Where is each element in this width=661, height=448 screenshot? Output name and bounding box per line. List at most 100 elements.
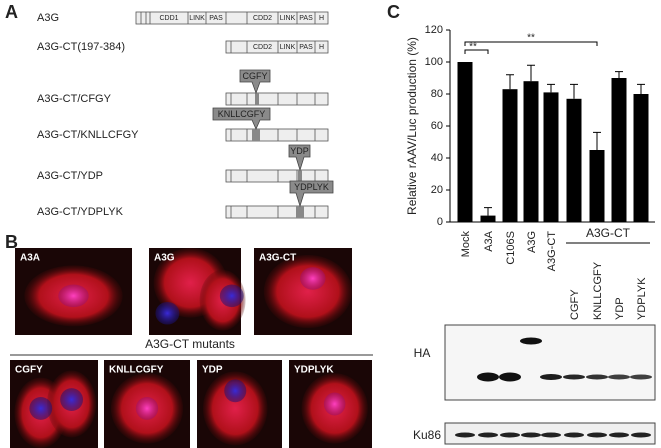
significance-label: **	[469, 42, 477, 53]
domain-label: LINK	[280, 15, 296, 22]
blot-band	[478, 432, 498, 438]
nucleus	[300, 267, 326, 290]
y-tick-label: 120	[425, 24, 443, 36]
domain-label: CDD1	[159, 15, 178, 22]
mutation-callout	[239, 69, 271, 95]
mutation-label: YDPLYK	[294, 182, 329, 192]
mutation-stripe	[255, 93, 259, 105]
error-bar	[484, 207, 492, 216]
lane-label: KNLLCGFY	[592, 261, 604, 320]
construct-name: A3G-CT/YDP	[37, 170, 103, 182]
blot-band	[520, 337, 542, 345]
blot-band	[455, 432, 475, 438]
blot-band	[586, 374, 608, 380]
mutation-stripe	[298, 170, 302, 182]
error-bar	[547, 83, 555, 93]
y-tick-label: 20	[431, 184, 443, 196]
construct-bar	[225, 40, 329, 54]
micrograph-label: YDPLYK	[294, 365, 334, 376]
micrograph-label: KNLLCGFY	[109, 365, 164, 376]
blot-band	[563, 374, 585, 380]
cell	[263, 254, 352, 329]
panel-label: B	[5, 232, 18, 252]
cell	[202, 371, 268, 446]
bar	[523, 81, 539, 222]
group-label: A3G-CT	[586, 226, 631, 240]
construct-bar	[225, 205, 329, 219]
panel-label: A	[5, 2, 18, 22]
x-tick-label: Mock	[460, 231, 472, 258]
bar	[611, 78, 627, 222]
nucleus	[323, 392, 346, 416]
micrograph-label: YDP	[202, 365, 223, 376]
y-tick-label: 60	[431, 120, 443, 132]
y-tick-label: 0	[437, 216, 443, 228]
domain-label: PAS	[299, 15, 313, 22]
lane-label: CGFY	[569, 289, 581, 320]
domain-label: CDD2	[253, 44, 272, 51]
blot-row-label: HA	[414, 346, 431, 360]
blot-panel	[444, 324, 656, 401]
blot-row-label: Ku86	[413, 428, 441, 442]
construct-name: A3G-CT(197-384)	[37, 41, 125, 53]
domain-label: LINK	[280, 44, 296, 51]
blot-band	[630, 374, 652, 380]
bar	[633, 94, 649, 222]
nucleus	[155, 301, 180, 325]
mutation-label: YDP	[290, 146, 309, 156]
significance-bracket	[464, 41, 598, 46]
blot-band	[521, 432, 541, 438]
nucleus	[58, 284, 89, 308]
domain-label: H	[319, 44, 324, 51]
micrograph-label: A3A	[20, 253, 40, 264]
domain-label: PAS	[209, 15, 223, 22]
blot-band	[608, 374, 630, 380]
bar	[566, 98, 582, 222]
bar	[543, 92, 559, 223]
error-bar	[593, 131, 601, 150]
bar	[457, 62, 473, 222]
nucleus	[224, 379, 247, 403]
x-tick-label: A3G	[526, 231, 538, 253]
lane-label: YDP	[614, 297, 626, 320]
error-bar	[570, 83, 578, 99]
bar	[502, 89, 518, 222]
mutation-label: CGFY	[242, 71, 267, 81]
error-bar	[615, 71, 623, 78]
construct-bar	[225, 92, 329, 106]
nucleus	[219, 284, 244, 308]
significance-bracket	[464, 49, 489, 54]
significance-label: **	[527, 33, 535, 44]
x-tick-label: A3G-CT	[546, 231, 558, 272]
error-bar	[637, 83, 645, 94]
bar	[480, 215, 496, 222]
construct-name: A3G-CT/CFGY	[37, 93, 112, 105]
y-tick-label: 100	[425, 56, 443, 68]
lane-label: YDPLYK	[636, 277, 648, 320]
y-tick-label: 80	[431, 88, 443, 100]
construct-name: A3G-CT/KNLLCFGY	[37, 129, 139, 141]
domain-label: H	[319, 15, 324, 22]
mutation-stripe	[252, 129, 260, 141]
blot-band	[609, 432, 629, 438]
construct-bar	[225, 169, 329, 183]
construct-bar	[225, 128, 329, 142]
error-bar	[527, 64, 535, 82]
x-tick-label: A3A	[483, 230, 495, 251]
blot-band	[540, 374, 562, 380]
construct-bar	[135, 11, 329, 25]
construct-name: A3G-CT/YDPLYK	[37, 206, 124, 218]
construct-name: A3G	[37, 12, 59, 24]
mutation-callout	[289, 180, 334, 208]
bar	[589, 150, 605, 222]
blot-band	[587, 432, 607, 438]
micrograph-label: CGFY	[15, 365, 43, 376]
blot-band	[499, 372, 521, 382]
micrograph-label: A3G-CT	[259, 253, 296, 264]
nucleus	[60, 388, 84, 412]
mutation-callout	[212, 107, 271, 130]
y-axis-title: Relative rAAV/Luc production (%)	[405, 37, 419, 215]
nucleus	[135, 396, 159, 420]
panel-label: C	[387, 2, 400, 22]
